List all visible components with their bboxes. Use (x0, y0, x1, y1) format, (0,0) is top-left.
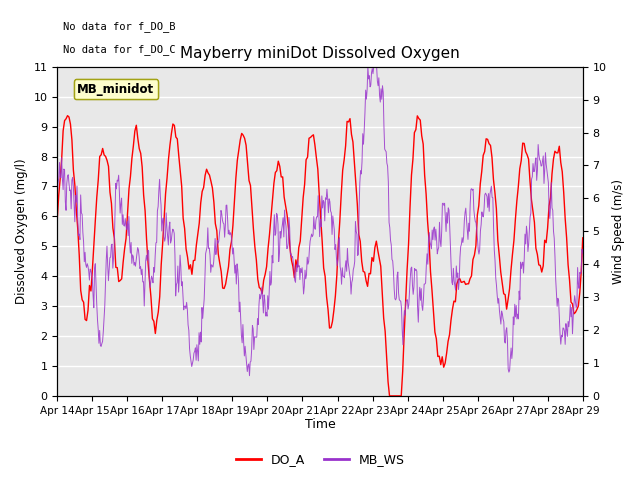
Legend: MB_minidot: MB_minidot (74, 79, 158, 99)
Title: Mayberry miniDot Dissolved Oxygen: Mayberry miniDot Dissolved Oxygen (180, 47, 460, 61)
Text: No data for f_DO_B: No data for f_DO_B (63, 21, 175, 32)
Y-axis label: Dissolved Oxygen (mg/l): Dissolved Oxygen (mg/l) (15, 158, 28, 304)
Y-axis label: Wind Speed (m/s): Wind Speed (m/s) (612, 179, 625, 284)
Legend: DO_A, MB_WS: DO_A, MB_WS (230, 448, 410, 471)
X-axis label: Time: Time (305, 419, 335, 432)
Text: No data for f_DO_C: No data for f_DO_C (63, 44, 175, 55)
